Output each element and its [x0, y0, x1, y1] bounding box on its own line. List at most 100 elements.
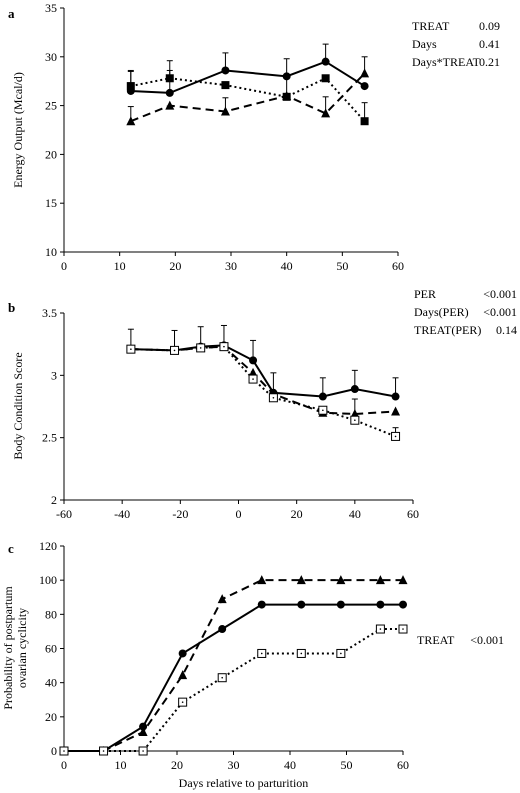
series-line [64, 579, 403, 752]
x-tick-label: 20 [291, 507, 303, 521]
y-tick-label: 20 [45, 147, 57, 161]
series-circle-filled [60, 600, 407, 755]
x-tick-label: 10 [115, 758, 127, 772]
data-point [165, 74, 174, 83]
y-tick-label: 100 [39, 573, 57, 587]
series-triangle-filled [126, 56, 370, 126]
data-point-dot [181, 701, 184, 703]
data-point-dot [63, 750, 65, 752]
x-tick-label: 0 [61, 758, 67, 772]
x-tick-label: 60 [392, 259, 404, 273]
stat-value: 0.41 [479, 37, 500, 51]
y-tick-label: 35 [45, 1, 57, 15]
x-tick-label: 10 [114, 259, 126, 273]
data-point-dot [199, 347, 202, 349]
stat-value: <0.001 [483, 287, 517, 301]
series-line [130, 72, 366, 123]
data-point-dot [221, 676, 223, 679]
y-tick-label: 60 [45, 642, 57, 656]
data-point [178, 670, 188, 680]
data-point [178, 649, 187, 658]
data-point [360, 68, 370, 78]
series-triangle-filled [126, 341, 401, 418]
data-point [282, 90, 292, 100]
stat-value: 0.14 [496, 323, 517, 337]
y-tick-label: 15 [45, 196, 57, 210]
series-line [130, 77, 366, 122]
data-point [217, 594, 227, 604]
data-point [350, 385, 359, 394]
y-tick-label: 3.5 [42, 306, 57, 320]
series-line [130, 345, 396, 415]
data-point-dot [340, 652, 342, 655]
x-tick-label: -60 [56, 507, 72, 521]
series-line [64, 628, 403, 752]
data-point [321, 74, 330, 83]
data-point-dot [142, 750, 144, 752]
data-point [165, 88, 174, 97]
stat-label: TREAT [412, 19, 450, 33]
panel-a: a 10 15 20 25 30 35 0 10 20 30 40 50 60 Energy Output … [8, 1, 500, 273]
data-point [376, 600, 385, 609]
x-tick-label: 0 [61, 259, 67, 273]
y-tick-label: 10 [45, 245, 57, 259]
data-point [391, 392, 400, 401]
y-tick-label: 30 [45, 50, 57, 64]
x-tick-label: 20 [169, 259, 181, 273]
data-point [336, 600, 345, 609]
panel-letter: c [8, 541, 14, 556]
stat-label: Days(PER) [414, 305, 469, 319]
data-point-dot [102, 750, 105, 752]
y-tick-label: 20 [45, 710, 57, 724]
stat-label: PER [414, 287, 436, 301]
y-axis-label: Body Condition Score [11, 352, 25, 459]
y-tick-label: 80 [45, 607, 57, 621]
x-tick-label: 60 [407, 507, 419, 521]
series-triangle-filled [59, 575, 408, 755]
data-point [126, 82, 135, 91]
data-point [297, 600, 306, 609]
x-axis-label: Days relative to parturition [179, 776, 309, 790]
y-tick-label: 40 [45, 676, 57, 690]
stat-value: <0.001 [483, 305, 517, 319]
data-point [375, 575, 385, 585]
panel-b: b 2 2.5 3 3.5 -60 -40 -20 0 20 40 60 Body Condition … [8, 287, 517, 521]
data-point-dot [260, 652, 263, 655]
x-tick-label: 40 [281, 259, 293, 273]
stat-label: TREAT [417, 633, 455, 647]
y-tick-label: 3 [51, 368, 57, 382]
stat-value: <0.001 [470, 633, 504, 647]
x-tick-label: 20 [171, 758, 183, 772]
data-point-dot [354, 419, 356, 422]
data-point [321, 108, 331, 118]
data-point [336, 575, 346, 585]
y-tick-label: 2.5 [42, 431, 57, 445]
series-square-open [59, 624, 408, 756]
data-point [321, 57, 330, 66]
data-point [165, 100, 175, 110]
data-point-dot [379, 628, 382, 630]
data-point [391, 406, 401, 416]
data-point-dot [272, 396, 275, 399]
panel-c: c 0 20 40 60 80 100 120 0 10 20 30 40 50 60 Probability… [1, 539, 504, 790]
data-point [296, 575, 306, 585]
series-line [64, 603, 403, 752]
data-point [139, 722, 148, 731]
data-point [257, 600, 266, 609]
data-point-dot [394, 435, 397, 438]
x-tick-label: 60 [397, 758, 409, 772]
x-tick-label: 0 [236, 507, 242, 521]
x-tick-label: -20 [172, 507, 188, 521]
x-tick-label: 30 [225, 259, 237, 273]
x-tick-label: 30 [228, 758, 240, 772]
data-point-dot [252, 378, 254, 380]
y-tick-label: 25 [45, 99, 57, 113]
data-point [220, 106, 230, 116]
data-point [221, 66, 230, 75]
stat-label: Days*TREAT [412, 55, 481, 69]
data-point [249, 356, 258, 365]
data-point [318, 392, 327, 401]
data-point [257, 575, 267, 585]
panel-letter: b [8, 300, 15, 315]
